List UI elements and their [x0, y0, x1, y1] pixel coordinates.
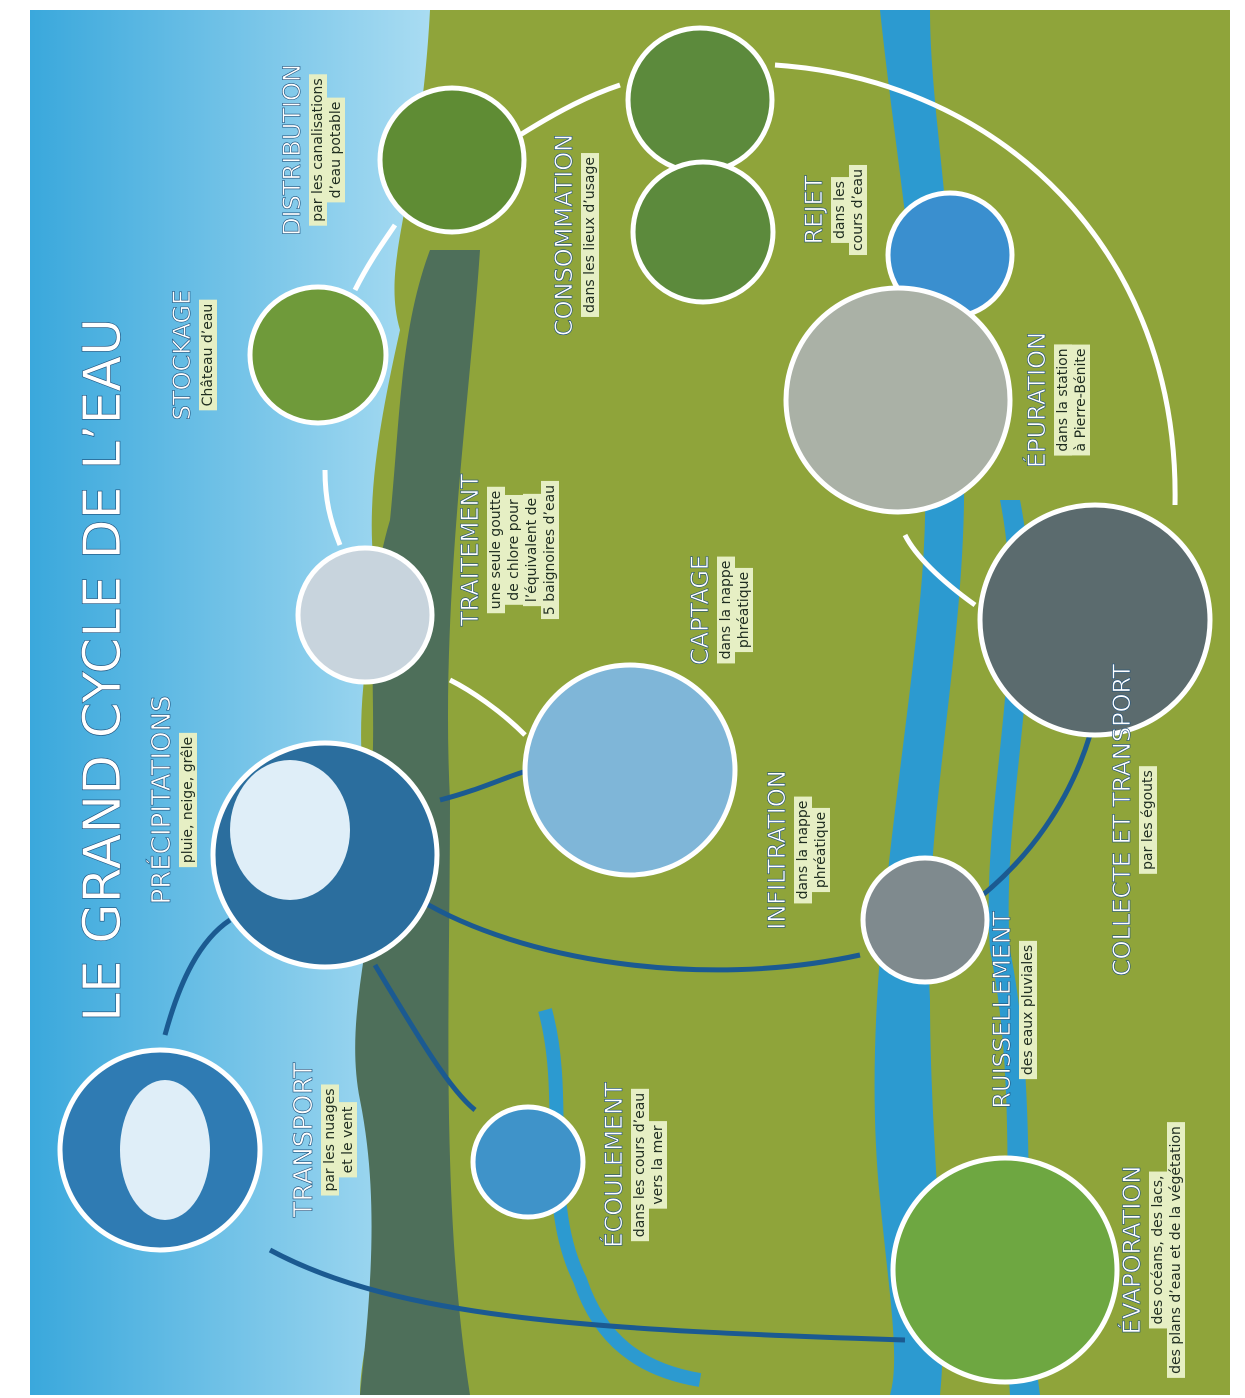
stage-subtitle: des océans, des lacs,: [1150, 1176, 1166, 1325]
stage-subtitle: des eaux pluviales: [1020, 945, 1036, 1075]
stage-subtitle: des plans d’eau et de la végétation: [1168, 1126, 1184, 1374]
stage-subtitle: dans la station: [1055, 348, 1071, 451]
stage-subtitle: dans la nappe: [718, 561, 734, 660]
stage-title: ÉVAPORATION: [1117, 1166, 1146, 1335]
circle-epuration: [786, 288, 1010, 512]
circle-collecte: [980, 505, 1210, 735]
stage-subtitle: dans les: [832, 181, 848, 239]
stage-subtitle: phréatique: [813, 812, 829, 888]
stage-subtitle: pluie, neige, grêle: [180, 737, 196, 863]
stage-title: ÉCOULEMENT: [599, 1082, 628, 1248]
stage-subtitle: dans la nappe: [795, 801, 811, 900]
stage-subtitle: dans les lieux d’usage: [582, 157, 598, 313]
stage-subtitle: cours d’eau: [850, 169, 866, 251]
circle-ruissellement: [863, 858, 987, 982]
stage-title: CAPTAGE: [686, 555, 714, 665]
stage-title: COLLECTE ET TRANSPORT: [1108, 664, 1136, 976]
stage-subtitle: à Pierre-Bénite: [1073, 349, 1089, 452]
stage-subtitle: dans les cours d’eau: [632, 1093, 648, 1237]
stage-subtitle: de chlore pour: [506, 499, 522, 601]
circle-evaporation: [893, 1158, 1117, 1382]
circle-stockage: [250, 287, 386, 423]
cloud: [230, 760, 350, 900]
circle-consommation: [628, 28, 772, 172]
stage-title: RUISSELLEMENT: [988, 911, 1016, 1109]
stage-subtitle: phréatique: [736, 572, 752, 648]
circle-ecoulement: [473, 1107, 583, 1217]
stage-title: TRAITEMENT: [456, 474, 484, 628]
stage-subtitle: et le vent: [340, 1106, 356, 1173]
stage-subtitle: par les nuages: [322, 1088, 338, 1191]
stage-subtitle: d’eau potable: [328, 102, 344, 199]
stage-title: CONSOMMATION: [550, 134, 578, 336]
poster-title: LE GRAND CYCLE DE L’EAU: [73, 318, 133, 1022]
stage-subtitle: vers la mer: [650, 1125, 666, 1205]
circle-distribution: [380, 88, 524, 232]
cloud: [120, 1080, 210, 1220]
stage-subtitle: par les canalisations: [310, 78, 326, 221]
stage-title: INFILTRATION: [763, 770, 791, 929]
stage-title: ÉPURATION: [1022, 332, 1051, 468]
stage-title: PRÉCIPITATIONS: [145, 696, 177, 905]
stage-subtitle: une seule goutte: [488, 491, 504, 609]
circle-consommation: [633, 162, 773, 302]
circle-traitement: [298, 548, 432, 682]
stage-title: DISTRIBUTION: [278, 64, 306, 236]
title-group: LE GRAND CYCLE DE L’EAU: [73, 318, 133, 1022]
stage-subtitle: l’équivalent de: [524, 498, 540, 602]
stage-title: REJET: [800, 175, 828, 244]
stage-title: STOCKAGE: [168, 290, 196, 421]
circle-captage: [525, 665, 735, 875]
stage-subtitle: Château d’eau: [200, 304, 216, 407]
stage-title: TRANSPORT: [289, 1062, 319, 1218]
poster: LE GRAND CYCLE DE L’EAUTRANSPORTpar les …: [0, 0, 1245, 1398]
stage-subtitle: 5 baignoires d’eau: [542, 485, 558, 615]
stage-subtitle: par les égouts: [1140, 770, 1156, 870]
